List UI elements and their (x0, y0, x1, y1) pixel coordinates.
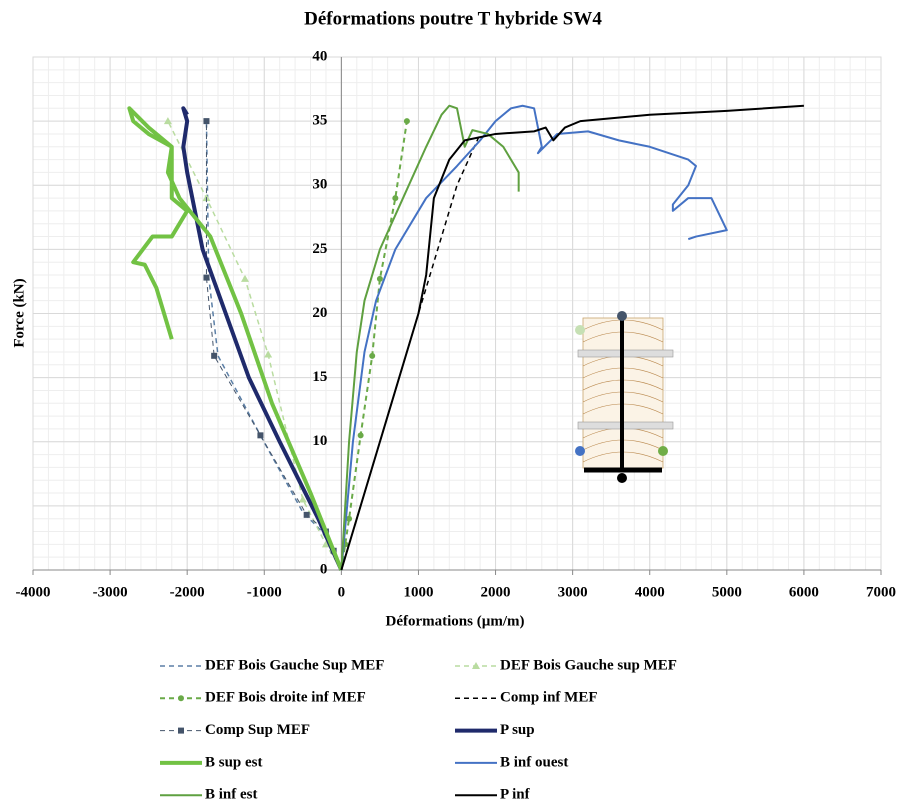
y-tick-label: 20 (312, 305, 327, 321)
marker (211, 352, 218, 359)
section-inset (575, 311, 674, 483)
x-tick-label: 3000 (558, 584, 588, 600)
legend-label: Comp inf MEF (500, 690, 598, 706)
marker (163, 117, 172, 125)
marker (178, 695, 184, 702)
legend-label: Comp Sup MEF (205, 722, 310, 738)
y-axis-title: Force (kN) (11, 278, 27, 347)
y-tick-label: 0 (320, 561, 328, 577)
y-tick-label: 35 (312, 113, 327, 129)
series-line (340, 104, 520, 571)
x-tick-label: -2000 (170, 584, 205, 600)
legend-label: P sup (500, 722, 535, 738)
marker (303, 511, 310, 518)
marker (369, 352, 376, 359)
series-line (127, 106, 344, 571)
gauge-dot (617, 473, 627, 483)
series-line (340, 120, 408, 571)
legend-label: B inf ouest (500, 754, 568, 770)
marker (203, 274, 210, 281)
x-tick-label: -3000 (93, 584, 128, 600)
x-axis-title: Déformations (µm/m) (385, 613, 524, 629)
y-tick-label: 40 (312, 48, 327, 64)
legend-label: DEF Bois droite inf MEF (205, 690, 366, 706)
marker (203, 118, 210, 125)
legend-label: B sup est (205, 754, 263, 770)
x-tick-label: 2000 (481, 584, 511, 600)
screw (577, 349, 674, 358)
marker (392, 195, 399, 202)
x-tick-label: 6000 (789, 584, 819, 600)
x-tick-label: 0 (338, 584, 346, 600)
legend-label: P inf (500, 787, 531, 803)
y-tick-label: 15 (312, 369, 327, 385)
y-tick-label: 10 (312, 433, 327, 449)
y-tick-label: 25 (312, 241, 327, 257)
marker (357, 432, 364, 439)
legend-label: DEF Bois Gauche Sup MEF (205, 657, 384, 673)
series-line (340, 104, 804, 571)
legend-label: DEF Bois Gauche sup MEF (500, 657, 677, 673)
marker (241, 274, 249, 282)
gauge-dot (617, 311, 627, 321)
marker (264, 350, 273, 358)
legend-label: B inf est (205, 787, 258, 803)
x-tick-label: 5000 (712, 584, 742, 600)
x-tick-label: 1000 (403, 584, 433, 600)
x-tick-label: 7000 (866, 584, 896, 600)
y-tick-label: 30 (312, 177, 327, 193)
marker (178, 727, 184, 734)
marker (321, 540, 330, 548)
series-layer (127, 104, 804, 571)
x-tick-label: -1000 (247, 584, 282, 600)
marker (257, 432, 264, 439)
marker (376, 275, 383, 282)
marker (346, 515, 353, 522)
gauge-dot (575, 325, 585, 335)
series-line (340, 104, 728, 571)
x-tick-label: -4000 (16, 584, 51, 600)
marker (472, 662, 480, 669)
marker (403, 118, 410, 125)
chart-title: Déformations poutre T hybride SW4 (304, 8, 602, 29)
series-line (181, 106, 344, 571)
gauge-dot (658, 446, 668, 456)
marker (298, 495, 307, 503)
series-line (205, 121, 342, 571)
screw (577, 421, 674, 430)
gauge-dot (575, 446, 585, 456)
x-tick-label: 4000 (635, 584, 665, 600)
